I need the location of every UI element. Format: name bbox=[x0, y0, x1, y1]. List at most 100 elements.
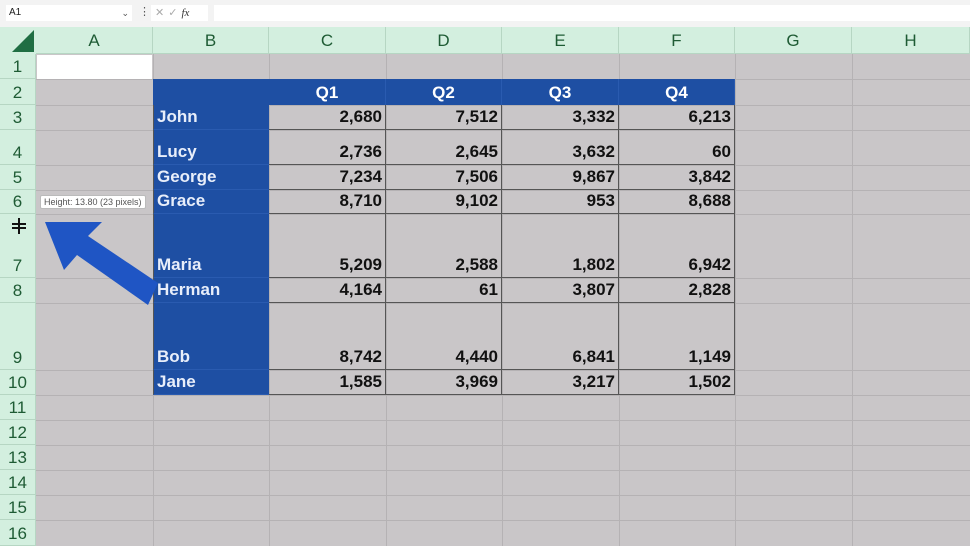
row-label[interactable]: Bob bbox=[153, 303, 269, 370]
table-cell[interactable]: 9,867 bbox=[502, 165, 619, 190]
gridline bbox=[36, 214, 970, 215]
table-header-q3[interactable]: Q3 bbox=[502, 79, 619, 105]
table-cell[interactable]: 6,841 bbox=[502, 303, 619, 370]
gridline bbox=[36, 395, 970, 396]
table-cell[interactable]: 7,234 bbox=[269, 165, 386, 190]
table-header-q4[interactable]: Q4 bbox=[619, 79, 735, 105]
gridline bbox=[36, 445, 970, 446]
row-header-14[interactable]: 14 bbox=[0, 470, 36, 495]
table-cell[interactable]: 8,688 bbox=[619, 190, 735, 214]
gridline bbox=[502, 54, 503, 546]
more-icon[interactable]: ⋮ bbox=[139, 6, 150, 18]
table-cell[interactable]: 3,842 bbox=[619, 165, 735, 190]
row-label[interactable]: Herman bbox=[153, 278, 269, 303]
table-cell[interactable]: 4,164 bbox=[269, 278, 386, 303]
table-cell[interactable]: 1,149 bbox=[619, 303, 735, 370]
table-cell[interactable]: 1,802 bbox=[502, 214, 619, 278]
gridline bbox=[735, 54, 736, 546]
column-header-e[interactable]: E bbox=[502, 27, 619, 54]
table-header-q1[interactable]: Q1 bbox=[269, 79, 386, 105]
table-cell[interactable]: 953 bbox=[502, 190, 619, 214]
gridline bbox=[619, 54, 620, 546]
name-box[interactable]: A1 ⌄ bbox=[6, 5, 132, 21]
row-header-13[interactable]: 13 bbox=[0, 445, 36, 470]
gridline bbox=[386, 54, 387, 546]
row-label[interactable]: Jane bbox=[153, 370, 269, 395]
row-label[interactable]: Maria bbox=[153, 214, 269, 278]
cell-a1-selected[interactable] bbox=[37, 55, 152, 79]
table-cell[interactable]: 6,942 bbox=[619, 214, 735, 278]
table-cell[interactable]: 8,742 bbox=[269, 303, 386, 370]
formula-buttons: ✕ ✓ fx bbox=[151, 5, 208, 21]
table-cell[interactable]: 1,585 bbox=[269, 370, 386, 395]
row-header-2[interactable]: 2 bbox=[0, 79, 36, 105]
table-cell[interactable]: 2,588 bbox=[386, 214, 502, 278]
row-header-9[interactable]: 9 bbox=[0, 303, 36, 370]
column-header-a[interactable]: A bbox=[36, 27, 153, 54]
table-cell[interactable]: 2,645 bbox=[386, 130, 502, 165]
insert-function-icon[interactable]: fx bbox=[181, 7, 190, 19]
chevron-down-icon[interactable]: ⌄ bbox=[121, 8, 129, 18]
gridline bbox=[852, 54, 853, 546]
gridline bbox=[36, 165, 970, 166]
table-cell[interactable]: 3,807 bbox=[502, 278, 619, 303]
column-header-g[interactable]: G bbox=[735, 27, 852, 54]
formula-input[interactable] bbox=[214, 5, 970, 21]
gridline bbox=[36, 520, 970, 521]
row-resize-cursor-icon bbox=[12, 218, 26, 234]
table-cell[interactable]: 2,680 bbox=[269, 105, 386, 130]
row-header-5[interactable]: 5 bbox=[0, 165, 36, 190]
table-cell[interactable]: 7,506 bbox=[386, 165, 502, 190]
table-cell[interactable]: 3,632 bbox=[502, 130, 619, 165]
table-cell[interactable]: 6,213 bbox=[619, 105, 735, 130]
column-header-c[interactable]: C bbox=[269, 27, 386, 54]
table-cell[interactable]: 2,828 bbox=[619, 278, 735, 303]
name-box-value: A1 bbox=[9, 7, 22, 18]
column-header-f[interactable]: F bbox=[619, 27, 735, 54]
table-cell[interactable]: 2,736 bbox=[269, 130, 386, 165]
row-header-1[interactable]: 1 bbox=[0, 54, 36, 79]
select-all-button[interactable] bbox=[0, 27, 36, 54]
table-cell[interactable]: 8,710 bbox=[269, 190, 386, 214]
column-header-b[interactable]: B bbox=[153, 27, 269, 54]
row-header-3[interactable]: 3 bbox=[0, 105, 36, 130]
gridline bbox=[36, 130, 970, 131]
table-cell[interactable]: 3,332 bbox=[502, 105, 619, 130]
row-header-8[interactable]: 8 bbox=[0, 278, 36, 303]
cancel-icon[interactable]: ✕ bbox=[155, 7, 165, 19]
table-cell[interactable]: 61 bbox=[386, 278, 502, 303]
table-cell[interactable]: 3,217 bbox=[502, 370, 619, 395]
row-label[interactable]: Grace bbox=[153, 190, 269, 214]
row-label[interactable]: John bbox=[153, 105, 269, 130]
table-cell[interactable]: 1,502 bbox=[619, 370, 735, 395]
row-header-10[interactable]: 10 bbox=[0, 370, 36, 395]
row-height-tooltip: Height: 13.80 (23 pixels) bbox=[40, 195, 146, 209]
row-label[interactable]: Lucy bbox=[153, 130, 269, 165]
gridline bbox=[36, 420, 970, 421]
table-cell[interactable]: 60 bbox=[619, 130, 735, 165]
table-cell[interactable]: 4,440 bbox=[386, 303, 502, 370]
gridline bbox=[36, 495, 970, 496]
gridline bbox=[36, 105, 970, 106]
row-label[interactable]: George bbox=[153, 165, 269, 190]
formula-bar: A1 ⌄ ⋮ ✕ ✓ fx bbox=[0, 0, 970, 27]
gridline bbox=[36, 190, 970, 191]
table-cell[interactable]: 7,512 bbox=[386, 105, 502, 130]
gridline bbox=[36, 278, 970, 279]
row-header-11[interactable]: 11 bbox=[0, 395, 36, 420]
row-header-6[interactable]: 6 bbox=[0, 190, 36, 214]
column-header-d[interactable]: D bbox=[386, 27, 502, 54]
table-header-blank[interactable] bbox=[153, 79, 269, 105]
table-header-q2[interactable]: Q2 bbox=[386, 79, 502, 105]
row-header-4[interactable]: 4 bbox=[0, 130, 36, 165]
table-cell[interactable]: 9,102 bbox=[386, 190, 502, 214]
row-header-12[interactable]: 12 bbox=[0, 420, 36, 445]
enter-icon[interactable]: ✓ bbox=[168, 7, 178, 19]
column-header-h[interactable]: H bbox=[852, 27, 970, 54]
table-cell[interactable]: 3,969 bbox=[386, 370, 502, 395]
row-header-15[interactable]: 15 bbox=[0, 495, 36, 520]
gridline bbox=[36, 370, 970, 371]
table-cell[interactable]: 5,209 bbox=[269, 214, 386, 278]
gridline bbox=[36, 470, 970, 471]
